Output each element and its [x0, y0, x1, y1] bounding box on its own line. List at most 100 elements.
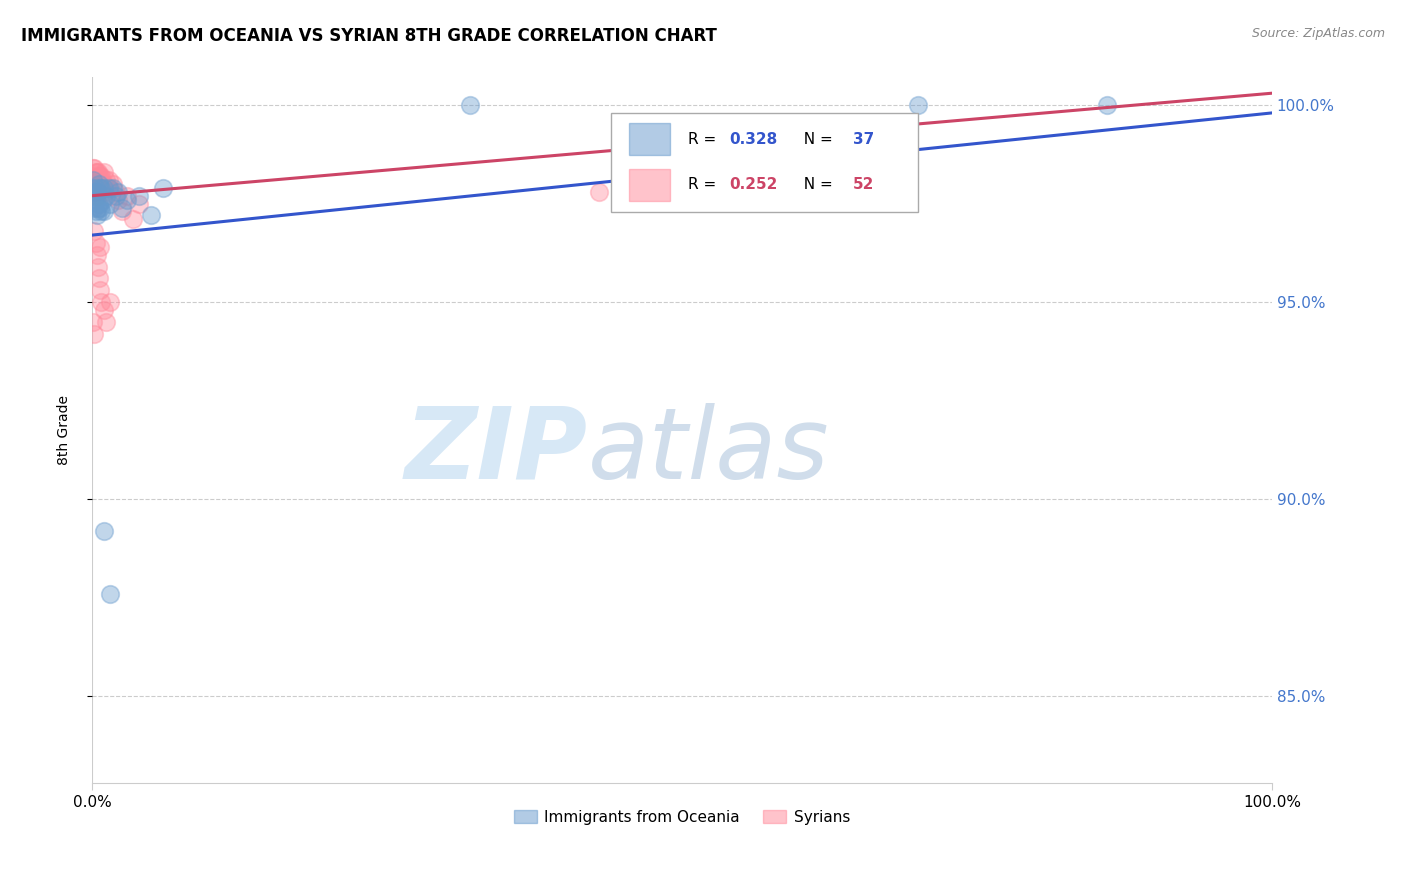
Text: 0.328: 0.328: [730, 132, 778, 147]
Point: [98, 587, 121, 601]
Point: [128, 196, 150, 211]
Point: [83, 173, 105, 187]
Point: [84, 181, 107, 195]
Point: [139, 208, 162, 222]
FancyBboxPatch shape: [612, 112, 918, 211]
Point: [86, 248, 108, 262]
Text: N =: N =: [794, 132, 838, 147]
Point: [83, 185, 105, 199]
Y-axis label: 8th Grade: 8th Grade: [58, 395, 72, 466]
FancyBboxPatch shape: [628, 123, 671, 155]
Point: [89, 169, 111, 183]
Point: [86, 165, 108, 179]
Point: [84, 204, 107, 219]
Point: [83, 161, 105, 175]
Point: [96, 315, 118, 329]
Point: [97, 173, 120, 187]
Point: [458, 98, 481, 112]
Point: [87, 185, 110, 199]
Point: [86, 177, 108, 191]
Point: [100, 188, 122, 202]
Point: [87, 271, 110, 285]
Point: [83, 326, 105, 341]
Point: [80, 169, 103, 183]
Point: [84, 185, 107, 199]
Point: [84, 235, 107, 250]
Point: [82, 315, 104, 329]
Text: 37: 37: [853, 132, 875, 147]
Point: [87, 165, 110, 179]
Text: N =: N =: [794, 178, 838, 192]
Point: [122, 212, 145, 227]
Point: [90, 181, 112, 195]
Point: [87, 177, 110, 191]
Point: [82, 181, 104, 195]
Text: ZIP: ZIP: [405, 403, 588, 500]
Point: [90, 295, 112, 310]
Point: [96, 181, 118, 195]
Point: [83, 201, 105, 215]
Point: [91, 177, 114, 191]
Point: [90, 204, 112, 219]
Point: [103, 177, 125, 191]
Point: [152, 181, 174, 195]
Point: [86, 208, 108, 222]
Point: [93, 165, 115, 179]
Point: [84, 173, 107, 187]
Point: [107, 193, 129, 207]
Point: [90, 169, 112, 183]
Point: [87, 260, 110, 274]
Point: [104, 188, 127, 202]
Point: [91, 193, 114, 207]
Point: [93, 524, 115, 538]
Legend: Immigrants from Oceania, Syrians: Immigrants from Oceania, Syrians: [515, 810, 851, 825]
Point: [98, 196, 121, 211]
Text: Source: ZipAtlas.com: Source: ZipAtlas.com: [1251, 27, 1385, 40]
Point: [93, 303, 115, 318]
Point: [87, 196, 110, 211]
Point: [117, 193, 139, 207]
Text: 52: 52: [853, 178, 875, 192]
Point: [82, 185, 104, 199]
Text: IMMIGRANTS FROM OCEANIA VS SYRIAN 8TH GRADE CORRELATION CHART: IMMIGRANTS FROM OCEANIA VS SYRIAN 8TH GR…: [21, 27, 717, 45]
Point: [1095, 98, 1118, 112]
Point: [87, 169, 110, 183]
Point: [98, 295, 121, 310]
Text: 0.252: 0.252: [730, 178, 778, 192]
Point: [87, 201, 110, 215]
Point: [86, 188, 108, 202]
Point: [110, 204, 132, 219]
Point: [87, 177, 110, 191]
Point: [107, 185, 129, 199]
Point: [89, 181, 111, 195]
Point: [89, 240, 111, 254]
Point: [80, 181, 103, 195]
Point: [89, 283, 111, 297]
Point: [82, 173, 104, 187]
Point: [96, 188, 118, 202]
Point: [103, 181, 125, 195]
Point: [104, 185, 127, 199]
Point: [90, 181, 112, 195]
Point: [89, 181, 111, 195]
Point: [83, 188, 105, 202]
Point: [82, 173, 104, 187]
Text: R =: R =: [688, 132, 721, 147]
Point: [117, 188, 139, 202]
Point: [84, 193, 107, 207]
FancyBboxPatch shape: [628, 169, 671, 201]
Point: [98, 181, 121, 195]
Text: atlas: atlas: [588, 403, 830, 500]
Point: [83, 224, 105, 238]
Point: [97, 181, 120, 195]
Point: [96, 173, 118, 187]
Point: [93, 177, 115, 191]
Point: [588, 185, 610, 199]
Point: [89, 201, 111, 215]
Point: [93, 181, 115, 195]
Point: [93, 204, 115, 219]
Text: R =: R =: [688, 178, 721, 192]
Point: [82, 161, 104, 175]
Point: [87, 188, 110, 202]
Point: [94, 185, 117, 199]
